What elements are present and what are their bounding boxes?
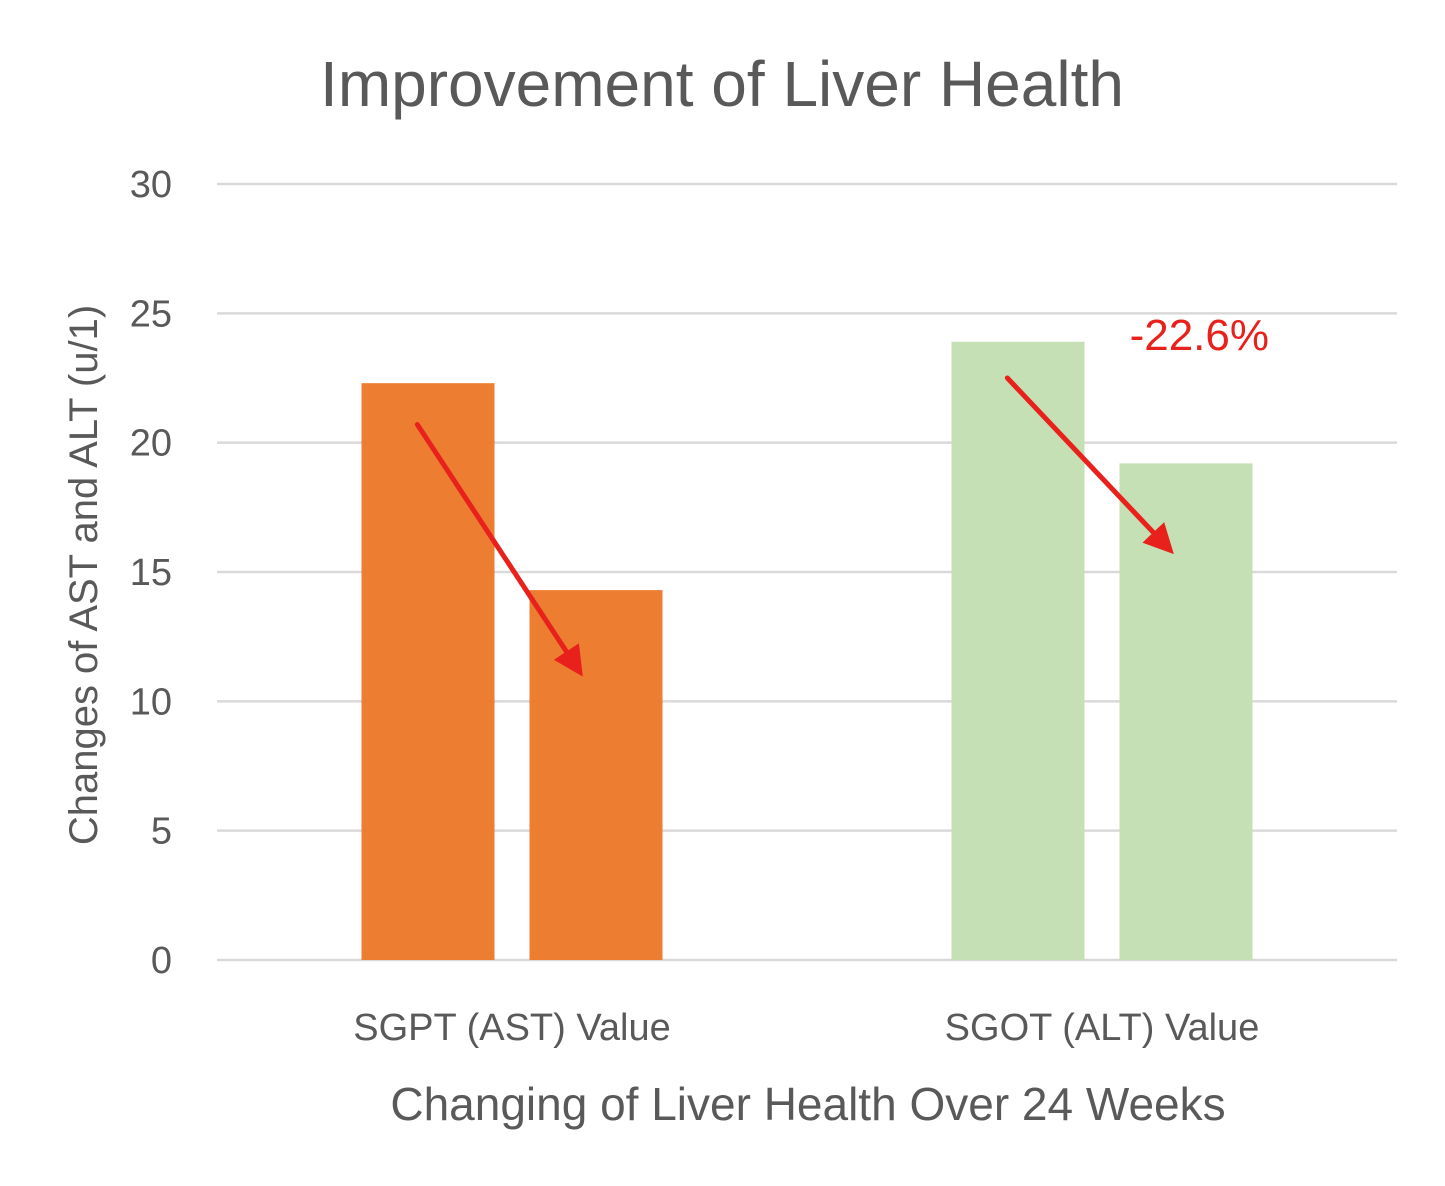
x-category-label: SGPT (AST) Value	[353, 1007, 670, 1049]
y-tick-label: 10	[130, 681, 172, 723]
y-tick-label: 20	[130, 423, 172, 465]
x-axis-title: Changing of Liver Health Over 24 Weeks	[390, 1078, 1225, 1130]
y-tick-label: 25	[130, 293, 172, 335]
bar-2-1	[951, 341, 1085, 961]
bar-2-2	[1119, 463, 1253, 960]
y-tick-label: 15	[130, 552, 172, 594]
x-category-label: SGOT (ALT) Value	[945, 1007, 1260, 1049]
bars	[361, 341, 1253, 961]
y-tick-label: 5	[151, 811, 172, 853]
trend-arrow	[414, 422, 583, 677]
chart-title: Improvement of Liver Health	[320, 48, 1124, 120]
bar-1-2	[529, 590, 663, 960]
bar-1-1	[361, 383, 495, 960]
x-axis-categories: SGPT (AST) Value SGOT (ALT) Value	[353, 1007, 1259, 1049]
trend-arrow	[1004, 375, 1174, 555]
y-axis-ticks: 0 5 10 15 20 25 30	[130, 164, 172, 982]
trend-arrows: -22.6%	[414, 311, 1269, 677]
y-tick-label: 30	[130, 164, 172, 206]
y-axis-title: Changes of AST and ALT (u/1)	[62, 305, 106, 845]
y-tick-label: 0	[151, 940, 172, 982]
percent-change-label: -22.6%	[1130, 311, 1269, 360]
